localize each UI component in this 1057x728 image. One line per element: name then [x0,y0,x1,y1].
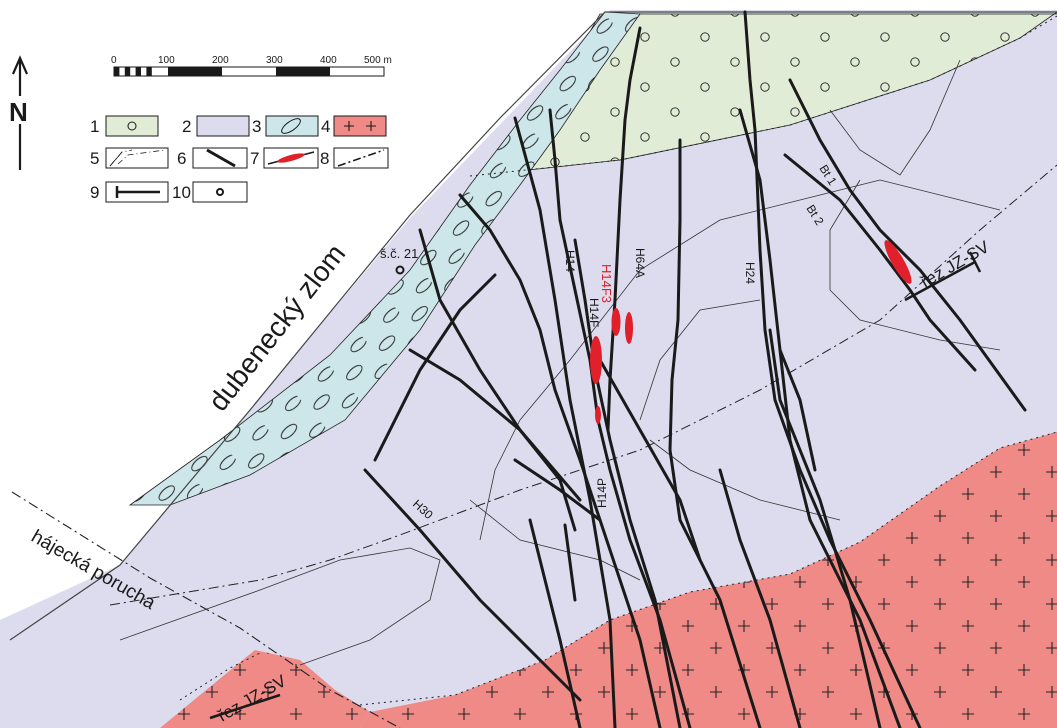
legend-num-2: 2 [182,117,191,136]
ore-lens-h64a [625,312,633,344]
cyan-band [128,11,641,506]
legend-num-4: 4 [321,117,330,136]
north-arrow: N [8,55,32,170]
scale-tick-100: 100 [158,55,175,66]
legend-num-5: 5 [90,149,99,168]
ore-lens-bt [884,240,912,284]
legend-num-9: 9 [90,183,99,202]
h64a-label: H64A [633,248,647,278]
section-line-ne [904,251,982,302]
dubenecky-fault-line [9,11,1057,641]
legend-num-6: 6 [177,149,186,168]
dashdot-line-main [109,164,1057,606]
hajecka-fault-line [11,491,401,728]
legend-num-3: 3 [252,117,261,136]
h14-label: H14 [563,250,577,272]
legend-num-7: 7 [250,149,259,168]
h14f-label: H14F [587,298,601,327]
scale-tick-200: 200 [212,55,229,66]
ore-lenses [590,240,912,424]
contact-granite-left [179,651,263,701]
north-label: N [9,97,28,127]
ore-lens-h14p [595,406,601,424]
h14p-label: H14P [595,478,609,508]
contact-green [469,15,1057,177]
scale-tick-500: 500 m [364,55,392,66]
ore-lens-h14f [590,336,602,384]
veins [363,10,1027,728]
legend: 1 2 3 4 5 6 7 8 9 10 [90,115,389,203]
legend-num-1: 1 [90,117,99,136]
scale-tick-300: 300 [266,55,283,66]
shaft-symbol [395,265,405,275]
section-line-sw [209,693,281,720]
ore-lens-h14f3 [611,308,621,336]
scale-tick-400: 400 [320,55,337,66]
granite-zone-left [160,650,370,728]
legend-num-10: 10 [172,183,191,202]
granite-zone-right [360,432,1057,728]
scale-bar: 0 100 200 300 400 500 m [111,55,392,77]
legend-num-8: 8 [320,149,329,168]
scale-tick-0: 0 [111,55,117,66]
contact-granite [359,431,1057,706]
h14f3-label: H14F3 [599,264,614,303]
lavender-zone [0,10,1057,728]
shaft-label: š.č. 21 [380,246,418,261]
h24-label: H24 [743,262,757,284]
